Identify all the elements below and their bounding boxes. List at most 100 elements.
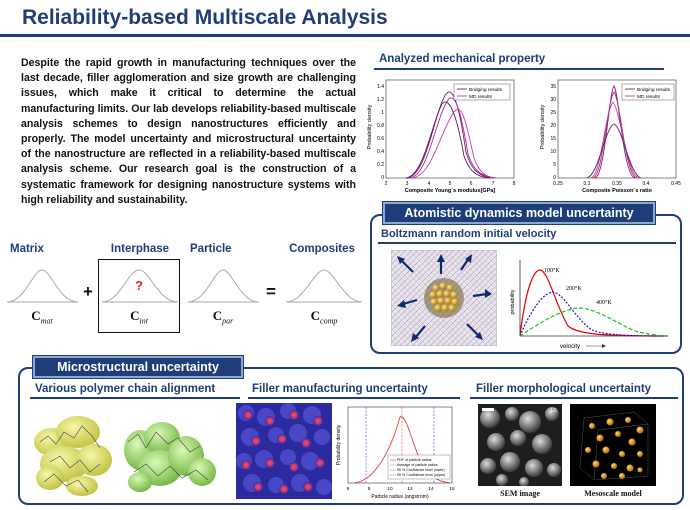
svg-text:5: 5 (553, 162, 556, 168)
interphase-box: ? Cint (98, 259, 180, 333)
svg-text:0.3: 0.3 (584, 181, 591, 187)
filler-manufacturing-underline (248, 397, 460, 399)
youngs-xticks: 2 3 4 5 6 7 8 (385, 181, 516, 187)
atomistic-banner: Atomistic dynamics model uncertainty (383, 202, 655, 224)
svg-text:Bridging results: Bridging results (637, 87, 671, 93)
atomistic-subtitle: Boltzmann random initial velocity (381, 228, 557, 240)
svg-text:7: 7 (492, 181, 495, 187)
svg-text:12: 12 (407, 486, 413, 492)
poisson-xlabel: Composite Poisson`s ratio (582, 188, 652, 194)
svg-text:35: 35 (550, 84, 556, 90)
filler-morphological-title: Filler morphological uncertainty (476, 383, 652, 395)
youngs-yticks: 0 0.2 0.4 0.6 0.8 1 1.2 1.4 (377, 84, 384, 181)
svg-text:8: 8 (513, 181, 516, 187)
svg-text:14: 14 (428, 486, 434, 492)
svg-text:30: 30 (550, 97, 556, 103)
svg-text:10: 10 (550, 149, 556, 155)
svg-text:MD results: MD results (469, 94, 493, 100)
page-title: Reliability-based Multiscale Analysis (22, 6, 388, 29)
mech-section-title: Analyzed mechanical property (379, 53, 546, 65)
svg-text:0: 0 (381, 175, 384, 181)
svg-text:95 % Confidence level (lower): 95 % Confidence level (lower) (397, 468, 445, 472)
svg-text:16: 16 (449, 486, 455, 492)
filler-morphological-underline (470, 397, 678, 399)
svg-text:PDF of particle radius: PDF of particle radius (397, 458, 432, 462)
filler-distribution-image (236, 403, 332, 499)
youngs-legend: Bridging results MD results (453, 83, 511, 101)
svg-text:95 % Confidence level (upper): 95 % Confidence level (upper) (397, 473, 445, 477)
mesoscale-model-image (570, 404, 656, 486)
c-int-symbol: Cint (130, 308, 148, 326)
svg-text:0.4: 0.4 (643, 181, 650, 187)
svg-text:3: 3 (406, 181, 409, 187)
title-bar: Reliability-based Multiscale Analysis (0, 0, 690, 38)
radius-xticks: 6 8 10 12 14 16 (347, 486, 455, 492)
intro-paragraph: Despite the rapid growth in manufacturin… (21, 57, 356, 206)
poisson-ratio-plot: Probability density 0 5 10 15 20 25 30 3… (535, 72, 685, 194)
boltzmann-plot: probability velocity 100°K 200°K 400°K (510, 260, 669, 350)
svg-text:MD results: MD results (637, 94, 661, 100)
svg-text:6: 6 (470, 181, 473, 187)
label-100k: 100°K (544, 267, 560, 274)
equals-operator: = (266, 282, 276, 301)
mech-section-underline (374, 68, 664, 70)
poisson-legend: Bridging results MD results (621, 83, 675, 101)
svg-text:0.6: 0.6 (377, 136, 384, 142)
atomistic-underline (378, 242, 676, 244)
md-simulation-image (391, 250, 497, 346)
svg-text:Average of particle radius: Average of particle radius (397, 463, 438, 467)
svg-text:Bridging results: Bridging results (469, 87, 503, 93)
svg-text:25: 25 (550, 110, 556, 116)
svg-text:6: 6 (347, 486, 350, 492)
particle-label: Particle (190, 243, 232, 255)
poisson-xticks: 0.25 0.3 0.35 0.4 0.45 (553, 181, 681, 187)
svg-text:0.45: 0.45 (671, 181, 681, 187)
svg-text:0.25: 0.25 (553, 181, 563, 187)
radius-ylabel: Probability density (336, 424, 342, 465)
mesoscale-caption: Mesoscale model (584, 489, 642, 498)
label-200k: 200°K (566, 285, 582, 292)
c-comp-symbol: Ccomp (310, 308, 338, 326)
particle-distribution-icon (187, 269, 260, 303)
svg-text:1.2: 1.2 (377, 97, 384, 103)
sem-image: 1b (478, 404, 562, 486)
micro-banner: Microstructural uncertainty (33, 356, 243, 378)
svg-text:15: 15 (550, 136, 556, 142)
svg-text:5: 5 (449, 181, 452, 187)
svg-text:8: 8 (368, 486, 371, 492)
boltzmann-ylabel: probability (510, 289, 516, 314)
plus-operator: + (83, 282, 93, 301)
sem-tag: 1b (550, 408, 557, 414)
radius-legend: PDF of particle radius Average of partic… (387, 454, 451, 480)
particle-radius-plot: Probability density 6 8 10 12 14 16 Part… (336, 406, 455, 500)
svg-text:2: 2 (385, 181, 388, 187)
svg-text:1.4: 1.4 (377, 84, 384, 90)
radius-xlabel: Particle radius (angstrom) (371, 494, 429, 500)
matrix-distribution-icon (6, 269, 79, 303)
title-underline (0, 34, 690, 37)
sem-caption: SEM image (500, 489, 540, 498)
interphase-distribution-icon (101, 269, 179, 303)
svg-text:0.35: 0.35 (612, 181, 622, 187)
svg-text:20: 20 (550, 123, 556, 129)
svg-text:10: 10 (387, 486, 393, 492)
polymer-chain-title: Various polymer chain alignment (35, 383, 216, 395)
unknown-mark: ? (135, 278, 143, 293)
matrix-label: Matrix (10, 243, 44, 255)
svg-text:0.4: 0.4 (377, 149, 384, 155)
svg-text:4: 4 (428, 181, 431, 187)
c-mat-symbol: Cmat (31, 308, 53, 326)
interphase-label: Interphase (110, 243, 170, 255)
youngs-modulus-plot: Probability density 0 0.2 0.4 0.6 0.8 1 … (362, 72, 530, 194)
polymer-chain-underline (30, 397, 240, 399)
youngs-xlabel: Composite Young`s modulus[GPa] (405, 188, 496, 194)
poisson-ylabel: Probability density (540, 104, 546, 149)
youngs-ylabel: Probability density (367, 104, 373, 149)
filler-manufacturing-title: Filler manufacturing uncertainty (252, 383, 428, 395)
svg-text:1: 1 (381, 110, 384, 116)
boltzmann-xlabel: velocity (560, 344, 580, 350)
composites-distribution-icon (285, 269, 363, 303)
svg-text:0: 0 (553, 175, 556, 181)
svg-text:0.8: 0.8 (377, 123, 384, 129)
c-par-symbol: Cpar (212, 308, 234, 326)
